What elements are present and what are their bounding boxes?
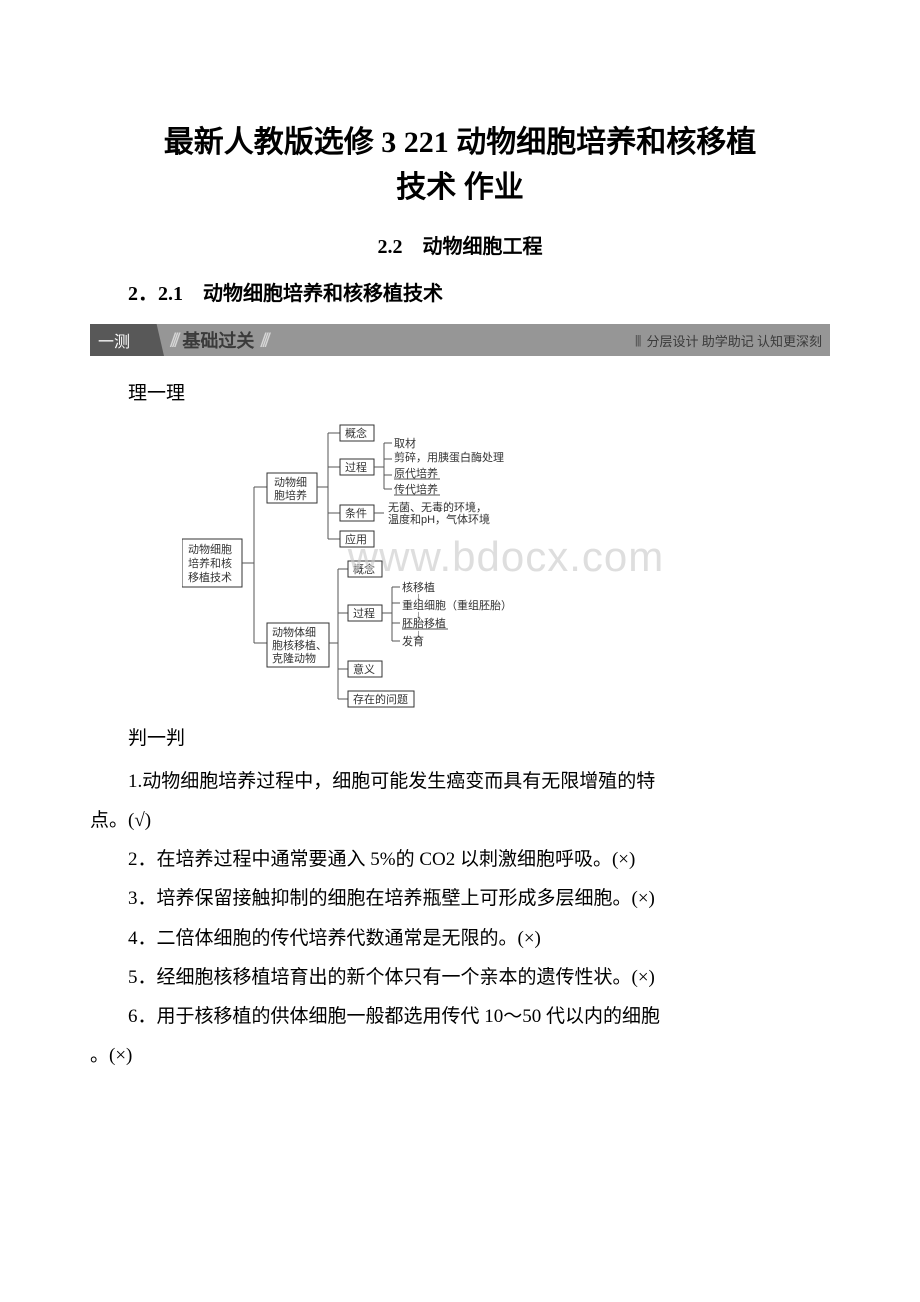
root-l2: 培养和核 bbox=[188, 556, 232, 570]
banner-left-label: 一测 bbox=[90, 324, 164, 356]
liyili-label: 理一理 bbox=[90, 378, 830, 405]
b1c2s2: 剪碎，用胰蛋白酶处理 bbox=[394, 450, 504, 464]
b1c2s4: 传代培养 bbox=[394, 482, 438, 496]
tree-svg: 动物细胞 培养和核 移植技术 动物细 胞培养 概念 过程 取材 剪碎，用胰蛋白酶… bbox=[182, 419, 682, 709]
b1c3s1: 无菌、无毒的环境， bbox=[388, 500, 487, 514]
b1-l1: 动物细 bbox=[274, 475, 307, 489]
slash-decoration-left: /// bbox=[164, 327, 182, 353]
b2-l3: 克隆动物 bbox=[272, 651, 316, 665]
doc-title: 最新人教版选修 3 221 动物细胞培养和核移植 技术 作业 bbox=[90, 120, 830, 210]
b1c2: 过程 bbox=[345, 461, 367, 474]
b2c2s3: 胚胎移植 bbox=[402, 616, 446, 630]
section-heading-1: 2.2 动物细胞工程 bbox=[90, 230, 830, 259]
panyipan-label: 判一判 bbox=[90, 723, 830, 750]
b1c3s2: 温度和pH，气体环境 bbox=[388, 512, 490, 526]
judge-q1-l1: 1.动物细胞培养过程中，细胞可能发生癌变而具有无限增殖的特 bbox=[90, 764, 830, 799]
judge-q3: 3．培养保留接触抑制的细胞在培养瓶壁上可形成多层细胞。(×) bbox=[90, 881, 830, 916]
judge-q5: 5．经细胞核移植培育出的新个体只有一个亲本的遗传性状。(×) bbox=[90, 960, 830, 995]
concept-tree: www.bdocx.com 动物细胞 培养和核 移植技术 动物细 胞培养 概念 … bbox=[182, 419, 830, 709]
b2c4: 存在的问题 bbox=[353, 692, 408, 706]
root-l1: 动物细胞 bbox=[188, 542, 232, 556]
section-heading-2: 2．2.1 动物细胞培养和核移植技术 bbox=[90, 277, 830, 306]
banner: 一测 /// 基础过关 /// ||| 分层设计 助学助记 认知更深刻 bbox=[90, 324, 830, 356]
bar-decoration: ||| bbox=[635, 332, 641, 348]
b1c4: 应用 bbox=[345, 532, 367, 546]
b2c3: 意义 bbox=[353, 662, 375, 676]
slash-decoration-right: /// bbox=[254, 327, 272, 353]
banner-mid-label: 基础过关 bbox=[182, 327, 254, 353]
b1c1: 概念 bbox=[345, 426, 367, 440]
b2c2: 过程 bbox=[353, 607, 375, 620]
title-line2: 技术 作业 bbox=[396, 171, 524, 204]
banner-right: ||| 分层设计 助学助记 认知更深刻 bbox=[635, 331, 822, 350]
b1c3: 条件 bbox=[345, 506, 367, 520]
b2c2s4: 发育 bbox=[402, 634, 424, 648]
b1c2s3: 原代培养 bbox=[394, 466, 438, 480]
b2-l2: 胞核移植、 bbox=[272, 638, 327, 652]
root-l3: 移植技术 bbox=[188, 570, 232, 584]
judge-q6-l1: 6．用于核移植的供体细胞一般都选用传代 10～50 代以内的细胞 bbox=[90, 999, 830, 1034]
judge-q6-l2: 。(×) bbox=[90, 1038, 830, 1073]
b2c1: 概念 bbox=[353, 562, 375, 576]
judge-q2: 2．在培养过程中通常要通入 5%的 CO2 以刺激细胞呼吸。(×) bbox=[90, 842, 830, 877]
b1c2s1: 取材 bbox=[394, 436, 416, 450]
title-line1: 最新人教版选修 3 221 动物细胞培养和核移植 bbox=[164, 126, 757, 159]
judge-q4: 4．二倍体细胞的传代培养代数通常是无限的。(×) bbox=[90, 921, 830, 956]
b1-l2: 胞培养 bbox=[274, 488, 307, 502]
b2-l1: 动物体细 bbox=[272, 625, 316, 639]
judge-q1-l2: 点。(√) bbox=[90, 803, 830, 838]
banner-right-text: 分层设计 助学助记 认知更深刻 bbox=[646, 331, 822, 350]
